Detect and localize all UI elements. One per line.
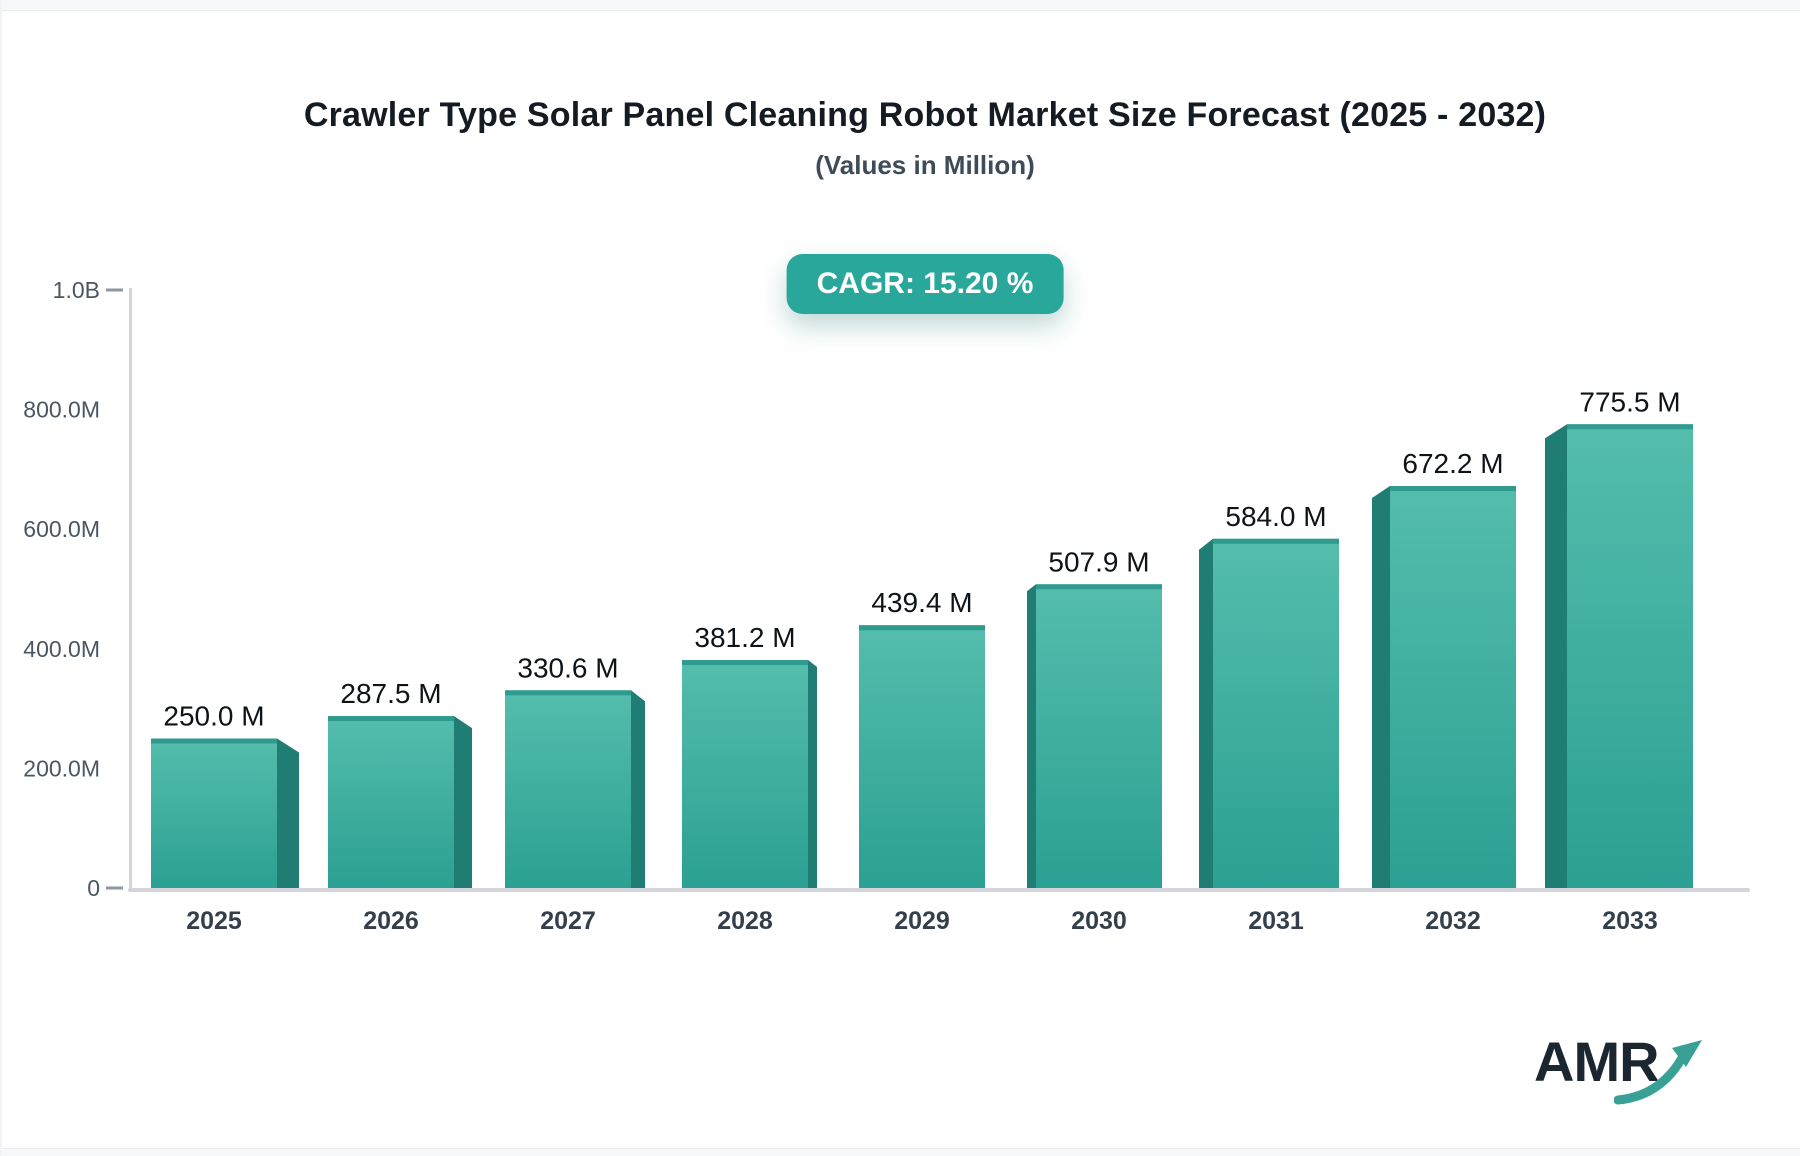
x-tick-label: 2028 bbox=[717, 907, 773, 935]
y-axis-line bbox=[129, 288, 132, 892]
bar-side bbox=[1027, 584, 1036, 888]
y-tick-mark bbox=[106, 886, 123, 890]
x-axis: 2025 2026 2027 2028 2029 2030 2031 2032 2033 bbox=[128, 888, 1750, 935]
bar-side bbox=[1372, 486, 1390, 888]
y-tick-label: 800.0M bbox=[23, 397, 100, 423]
y-tick-mark bbox=[106, 288, 123, 292]
bar-side bbox=[808, 660, 817, 888]
bar-value-label: 672.2 M bbox=[1402, 448, 1503, 479]
x-tick-label: 2031 bbox=[1248, 907, 1304, 935]
bar-group-2031: 584.0 M bbox=[1199, 501, 1339, 888]
amr-logo-text: AMR bbox=[1534, 1030, 1660, 1093]
y-tick-label: 400.0M bbox=[23, 636, 100, 662]
bar-top-edge bbox=[328, 716, 454, 722]
bar-side bbox=[1199, 538, 1213, 888]
bar-value-label: 584.0 M bbox=[1225, 501, 1326, 532]
bar-group-2032: 672.2 M bbox=[1372, 448, 1516, 888]
x-tick-label: 2026 bbox=[363, 907, 419, 935]
x-axis-line bbox=[128, 888, 1750, 892]
cagr-badge: CAGR: 15.20 % bbox=[786, 254, 1064, 314]
x-tick-label: 2027 bbox=[540, 907, 596, 935]
bar-value-label: 381.2 M bbox=[694, 622, 795, 653]
bar-group-2029: 439.4 M bbox=[859, 587, 985, 888]
bar-value-label: 250.0 M bbox=[163, 701, 264, 732]
x-tick-label: 2025 bbox=[186, 907, 242, 935]
bar-front bbox=[151, 738, 277, 888]
bottom-border-band bbox=[2, 1148, 1800, 1156]
top-border-band bbox=[2, 0, 1800, 11]
y-axis: 0 200.0M 400.0M 600.0M 800.0M 1.0B bbox=[23, 277, 132, 901]
bar-value-label: 439.4 M bbox=[871, 587, 972, 618]
amr-logo-arrow-icon bbox=[1614, 1040, 1702, 1105]
amr-logo: AMR bbox=[1534, 1032, 1724, 1122]
bars: 250.0 M 287.5 M 330.6 M 381.2 M 439.4 M 507.9… bbox=[151, 386, 1693, 888]
bar-top-edge bbox=[1567, 424, 1693, 430]
bar-front bbox=[1213, 538, 1339, 888]
bar-side bbox=[454, 716, 472, 888]
bar-side bbox=[277, 738, 299, 888]
page-subtitle: (Values in Million) bbox=[815, 150, 1035, 180]
bar-side bbox=[1545, 424, 1567, 888]
bar-value-label: 507.9 M bbox=[1048, 546, 1149, 577]
bar-top-edge bbox=[1390, 486, 1516, 492]
bar-group-2025: 250.0 M bbox=[151, 701, 299, 888]
bar-top-edge bbox=[1213, 538, 1339, 544]
x-tick-label: 2029 bbox=[894, 907, 950, 935]
page-title: Crawler Type Solar Panel Cleaning Robot … bbox=[303, 96, 1547, 134]
bar-group-2027: 330.6 M bbox=[505, 652, 645, 888]
bar-front bbox=[1390, 486, 1516, 888]
cagr-badge-label: CAGR: 15.20 % bbox=[816, 267, 1034, 300]
bar-value-label: 287.5 M bbox=[340, 678, 441, 709]
bar-group-2028: 381.2 M bbox=[682, 622, 817, 888]
bar-top-edge bbox=[859, 625, 985, 631]
y-tick-label: 1.0B bbox=[53, 277, 100, 303]
bar-value-label: 330.6 M bbox=[517, 652, 618, 683]
x-tick-label: 2033 bbox=[1602, 907, 1658, 935]
bar-front bbox=[505, 690, 631, 888]
bar-group-2033: 775.5 M bbox=[1545, 386, 1693, 888]
bar-front bbox=[1036, 584, 1162, 888]
y-tick-label: 200.0M bbox=[23, 755, 100, 781]
x-tick-label: 2032 bbox=[1425, 907, 1481, 935]
bar-group-2026: 287.5 M bbox=[328, 678, 472, 888]
bar-value-label: 775.5 M bbox=[1579, 386, 1680, 417]
bar-front bbox=[1567, 424, 1693, 888]
bar-front bbox=[859, 625, 985, 888]
bar-side bbox=[631, 690, 645, 888]
bar-front bbox=[682, 660, 808, 888]
bar-top-edge bbox=[151, 738, 277, 744]
y-tick-label: 600.0M bbox=[23, 516, 100, 542]
bar-group-2030: 507.9 M bbox=[1027, 546, 1162, 888]
bar-front bbox=[328, 716, 454, 888]
x-tick-label: 2030 bbox=[1071, 907, 1127, 935]
bar-top-edge bbox=[1036, 584, 1162, 590]
bar-top-edge bbox=[682, 660, 808, 666]
y-tick-label: 0 bbox=[87, 875, 100, 901]
bar-top-edge bbox=[505, 690, 631, 696]
